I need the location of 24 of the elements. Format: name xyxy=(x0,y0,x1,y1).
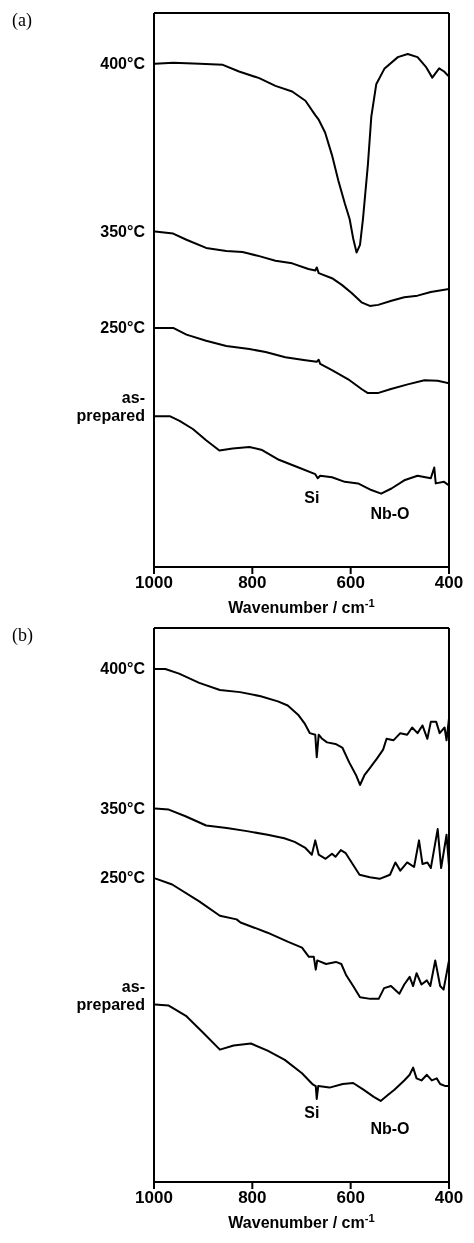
series-label: as-prepared xyxy=(76,977,145,1013)
annotation: Nb-O xyxy=(370,1120,410,1139)
series-label: 400°C xyxy=(100,660,146,678)
series-label: 400°C xyxy=(100,54,146,72)
x-tick-label: 400 xyxy=(434,1188,464,1208)
x-tick-label: 800 xyxy=(238,573,267,593)
x-axis-title: Wavenumber / cm$^{-1}$ xyxy=(228,1212,375,1231)
x-axis-title: Wavenumber / cm$^{-1}$ xyxy=(228,597,375,616)
annotation: Si xyxy=(304,488,320,507)
series-label: 250°C xyxy=(100,318,146,336)
series-label: 350°C xyxy=(100,799,146,817)
series-label: 350°C xyxy=(100,222,146,240)
x-tick-label: 1000 xyxy=(135,573,173,593)
x-tick-label: 600 xyxy=(336,573,365,593)
chart-title: (a) xyxy=(12,10,32,31)
series-label: 250°C xyxy=(100,869,146,887)
chart-title: (b) xyxy=(12,625,33,646)
x-tick-label: 800 xyxy=(238,1188,267,1208)
x-tick-label: 1000 xyxy=(135,1188,173,1208)
annotation: Nb-O xyxy=(370,505,410,524)
x-tick-label: 600 xyxy=(336,1188,365,1208)
series-label: as-prepared xyxy=(76,389,145,425)
annotation: Si xyxy=(304,1103,320,1122)
x-tick-label: 400 xyxy=(434,573,464,593)
